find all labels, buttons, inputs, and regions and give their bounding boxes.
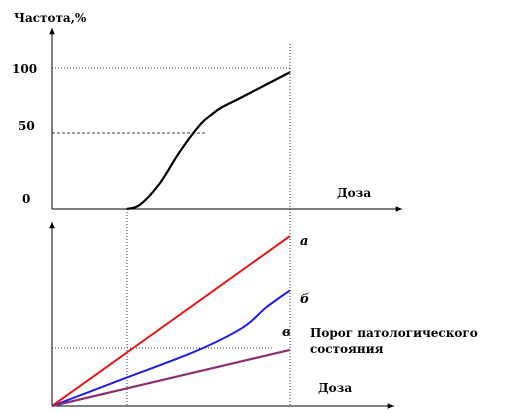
top-sigmoid-curve [126,71,291,211]
tick-label-100: 100 [12,62,37,76]
top-y-axis-label: Частота,% [14,11,87,25]
series-a-line [51,235,291,407]
series-c-line [51,348,291,408]
tick-label-50: 50 [18,119,35,133]
series-b-label: б [300,292,310,307]
series-a-label: а [300,234,308,249]
series-b-line [51,289,291,407]
tick-label-0: 0 [22,192,30,206]
threshold-label: Порог патологического состояния [310,326,482,356]
top-x-axis-label: Доза [337,186,371,200]
bottom-x-axis-label: Доза [318,381,352,395]
series-c-label: в [282,325,291,340]
threshold-label-line-1: Порог патологического [310,326,478,340]
threshold-label-line-2: состояния [310,342,384,356]
